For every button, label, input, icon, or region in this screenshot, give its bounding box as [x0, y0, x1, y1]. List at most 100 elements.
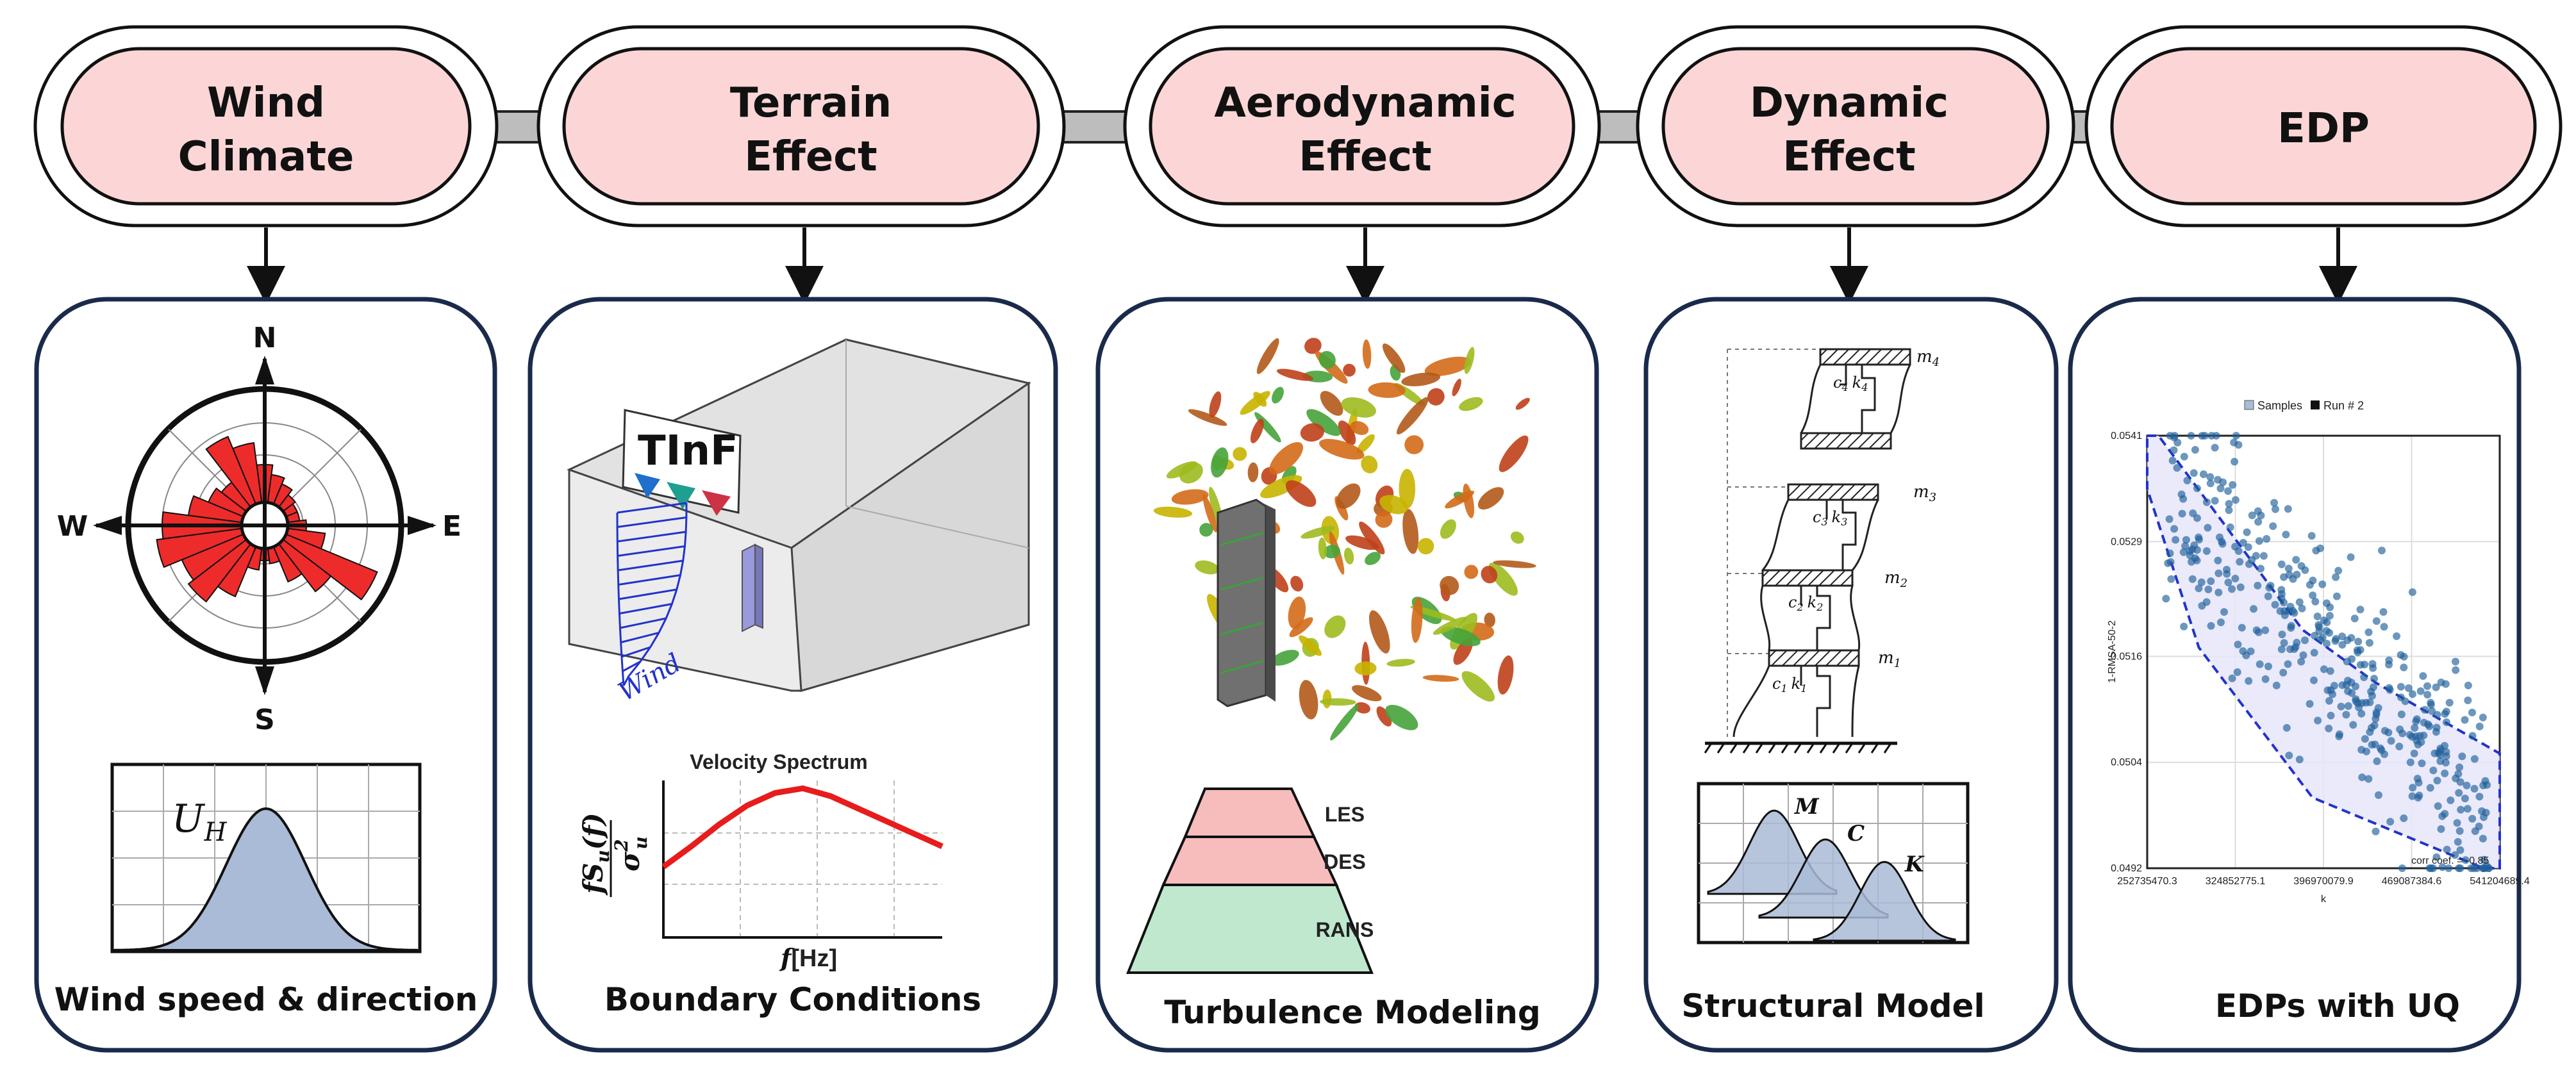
scatter-point — [2369, 683, 2377, 691]
scatter-point — [2323, 686, 2332, 695]
spectrum-x-label: f[Hz] — [779, 943, 837, 972]
scatter-point — [2441, 759, 2450, 767]
scatter-point — [2479, 834, 2487, 843]
scatter-point — [2470, 784, 2479, 793]
scatter-point — [2197, 578, 2206, 586]
scatter-point — [2360, 673, 2368, 681]
vortex-blob — [1343, 547, 1354, 565]
scatter-point — [2181, 542, 2190, 550]
scatter-point — [2214, 475, 2222, 484]
scatter-point — [2370, 675, 2378, 683]
scatter-point — [2236, 557, 2244, 566]
scatter-point — [2413, 775, 2422, 783]
les-vortex-visualization — [1153, 338, 1536, 741]
scatter-point — [2412, 717, 2420, 725]
scatter-point — [2411, 724, 2419, 732]
scatter-point — [2279, 668, 2288, 677]
vortex-blob — [1385, 704, 1418, 730]
scatter-point — [2480, 813, 2488, 821]
scatter-point — [2441, 710, 2449, 718]
scatter-point — [2468, 732, 2477, 740]
stage-title-line2: Climate — [178, 133, 354, 181]
scatter-point — [2420, 731, 2428, 739]
y-tick-label: 0.0516 — [2111, 651, 2142, 662]
rose-petal — [187, 525, 265, 603]
scatter-point — [2353, 646, 2361, 654]
scatter-point — [2228, 674, 2236, 682]
scatter-point — [2207, 622, 2215, 630]
vortex-blob — [1211, 447, 1229, 478]
scatter-point — [2361, 661, 2369, 669]
scatter-point — [2248, 511, 2256, 520]
scatter-point — [2307, 532, 2316, 540]
scatter-point — [2244, 543, 2252, 551]
panel-caption: EDPs with UQ — [2215, 987, 2460, 1025]
scatter-point — [2364, 628, 2373, 636]
scatter-point — [2438, 812, 2447, 820]
scatter-point — [2330, 682, 2338, 690]
vortex-blob — [1324, 615, 1346, 638]
scatter-point — [2325, 612, 2334, 620]
scatter-point — [2438, 863, 2447, 871]
edp-scatter-chart: Samples Run # 2 0.0541 0.0529 0.0516 0.0504… — [2107, 399, 2530, 905]
vortex-blob — [1361, 455, 1378, 474]
vortex-blob — [1510, 531, 1524, 544]
scatter-point — [2337, 702, 2345, 711]
compass-e: E — [442, 510, 461, 543]
vortex-blob — [1345, 535, 1379, 550]
scatter-point — [2458, 752, 2466, 761]
vortex-blob — [1247, 462, 1259, 482]
scatter-point — [2398, 864, 2406, 872]
stage-title-line1: Dynamic — [1750, 79, 1949, 127]
scatter-point — [2352, 682, 2359, 691]
vortex-blob — [1324, 545, 1340, 559]
vortex-blob — [1306, 409, 1341, 436]
scatter-point — [2215, 588, 2223, 597]
scatter-point — [2451, 851, 2459, 859]
vortex-blob — [1375, 511, 1393, 528]
scatter-point — [2195, 533, 2203, 541]
vortex-blob — [1304, 338, 1322, 354]
scatter-point — [2409, 690, 2416, 698]
scatter-point — [2257, 511, 2265, 520]
scatter-point — [2301, 636, 2309, 645]
scatter-point — [2216, 484, 2225, 493]
mass-label: m4 — [1916, 347, 1940, 369]
scatter-point — [2284, 660, 2292, 668]
compass-w: W — [57, 510, 88, 543]
scatter-point — [2364, 775, 2373, 783]
scatter-point — [2206, 479, 2215, 488]
scatter-point — [2306, 581, 2314, 589]
scatter-point — [2397, 682, 2405, 691]
vortex-blob — [1440, 575, 1459, 595]
vortex-blob — [1477, 487, 1504, 510]
scatter-point — [2264, 663, 2272, 670]
scatter-point — [2397, 710, 2406, 718]
scatter-point — [2355, 704, 2363, 712]
scatter-point — [2344, 702, 2352, 710]
scatter-point — [2295, 598, 2304, 606]
scatter-point — [2215, 569, 2223, 577]
vortex-blob — [1338, 420, 1356, 445]
vortex-blob — [1365, 552, 1381, 565]
vortex-blob — [1417, 538, 1434, 555]
vortex-blob — [1411, 597, 1423, 643]
scatter-point — [2193, 546, 2201, 554]
scatter-point — [2162, 595, 2170, 603]
scatter-point — [2272, 681, 2281, 689]
scatter-point — [2429, 766, 2438, 775]
shear-building-model: m4 m3 m2 m1 c4 k4 c3 k3 c2 k2 c1 k1 — [1704, 347, 1940, 754]
scatter-point — [2173, 438, 2182, 447]
stage-wind-climate: Wind Climate — [33, 25, 499, 227]
scatter-point — [2456, 763, 2464, 771]
scatter-point — [2297, 657, 2306, 666]
scatter-point — [2178, 509, 2186, 518]
spectrum-y-label: fSu(f) σ2u — [578, 812, 651, 897]
scatter-point — [2239, 539, 2247, 547]
scatter-point — [2481, 777, 2489, 785]
scatter-point — [2293, 638, 2301, 647]
scatter-point — [2453, 819, 2461, 827]
vortex-blob — [1336, 483, 1361, 509]
scatter-legend: Samples Run # 2 — [2244, 399, 2364, 412]
scatter-point — [2180, 622, 2188, 631]
